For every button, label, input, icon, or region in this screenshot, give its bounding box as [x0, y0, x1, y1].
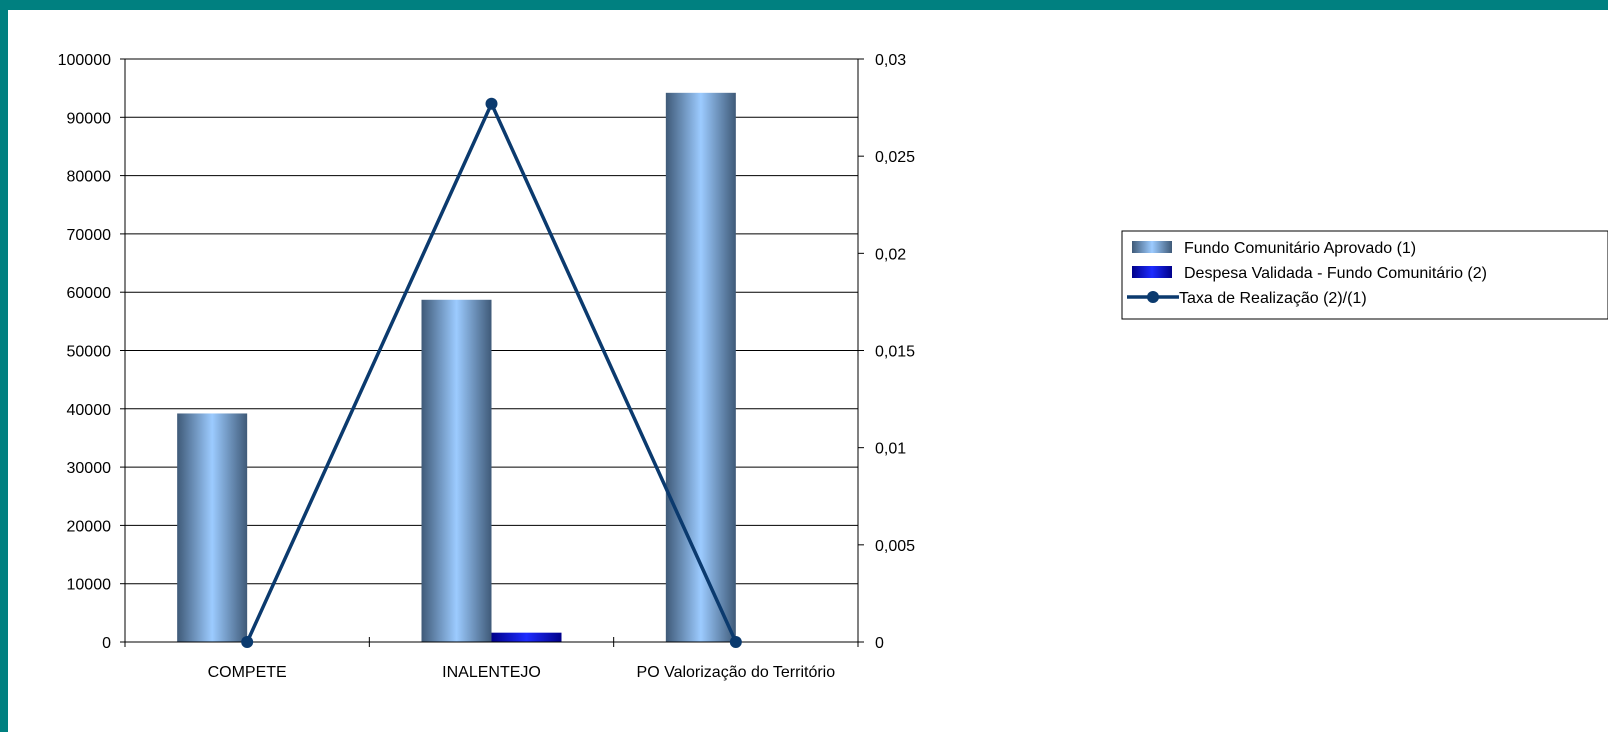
legend-swatch-despesa-validada	[1132, 266, 1172, 278]
right-axis-tick-label: 0,03	[875, 52, 906, 69]
bar-fundo-aprovado	[421, 299, 492, 642]
line-point	[729, 636, 742, 648]
left-axis-tick-label: 90000	[67, 110, 112, 127]
legend-swatch-marker	[1147, 291, 1159, 303]
bar-fundo-aprovado	[177, 413, 248, 642]
bars	[177, 92, 736, 642]
legend-label: Fundo Comunitário Aprovado (1)	[1184, 240, 1416, 257]
left-axis-tick-label: 100000	[58, 52, 111, 69]
left-axis-tick-label: 60000	[67, 285, 112, 302]
left-axis-tick-label: 30000	[67, 460, 112, 477]
legend-swatch-fundo-aprovado	[1132, 241, 1172, 253]
legend-label: Despesa Validada - Fundo Comunitário (2)	[1184, 265, 1487, 282]
chart-frame: 0 10000 20000 30000 40000 50000 60000 70000 8000…	[8, 10, 1608, 732]
chart-svg: 0 10000 20000 30000 40000 50000 60000 70000 8000…	[58, 52, 1608, 681]
tick-labels: 0 10000 20000 30000 40000 50000 60000 70000 8000…	[58, 52, 916, 681]
right-axis-tick-label: 0	[875, 635, 884, 652]
line-point	[241, 636, 254, 648]
x-axis-category-label: PO Valorização do Território	[637, 664, 836, 681]
right-axis-tick-label: 0,01	[875, 441, 906, 458]
right-axis-tick-label: 0,005	[875, 538, 915, 555]
left-axis-tick-label: 80000	[67, 169, 112, 186]
x-axis-category-label: INALENTEJO	[442, 664, 541, 681]
right-axis-tick-label: 0,02	[875, 246, 906, 263]
left-axis-tick-label: 70000	[67, 227, 112, 244]
right-axis-tick-label: 0,025	[875, 149, 915, 166]
left-axis-tick-label: 10000	[67, 577, 112, 594]
line-point	[485, 97, 498, 110]
legend-label: Taxa de Realização (2)/(1)	[1179, 290, 1367, 307]
right-axis-tick-label: 0,015	[875, 344, 915, 361]
left-axis-tick-label: 20000	[67, 518, 112, 535]
bar-fundo-aprovado	[665, 92, 736, 642]
left-axis-tick-label: 40000	[67, 402, 112, 419]
left-axis-tick-label: 50000	[67, 344, 112, 361]
legend-box	[1121, 230, 1608, 320]
line-series	[241, 97, 742, 648]
bar-despesa-validada	[491, 632, 562, 642]
left-axis-tick-label: 0	[102, 635, 111, 652]
x-axis-category-label: COMPETE	[208, 664, 287, 681]
legend: Fundo Comunitário Aprovado (1) Despesa Va…	[1121, 230, 1608, 320]
